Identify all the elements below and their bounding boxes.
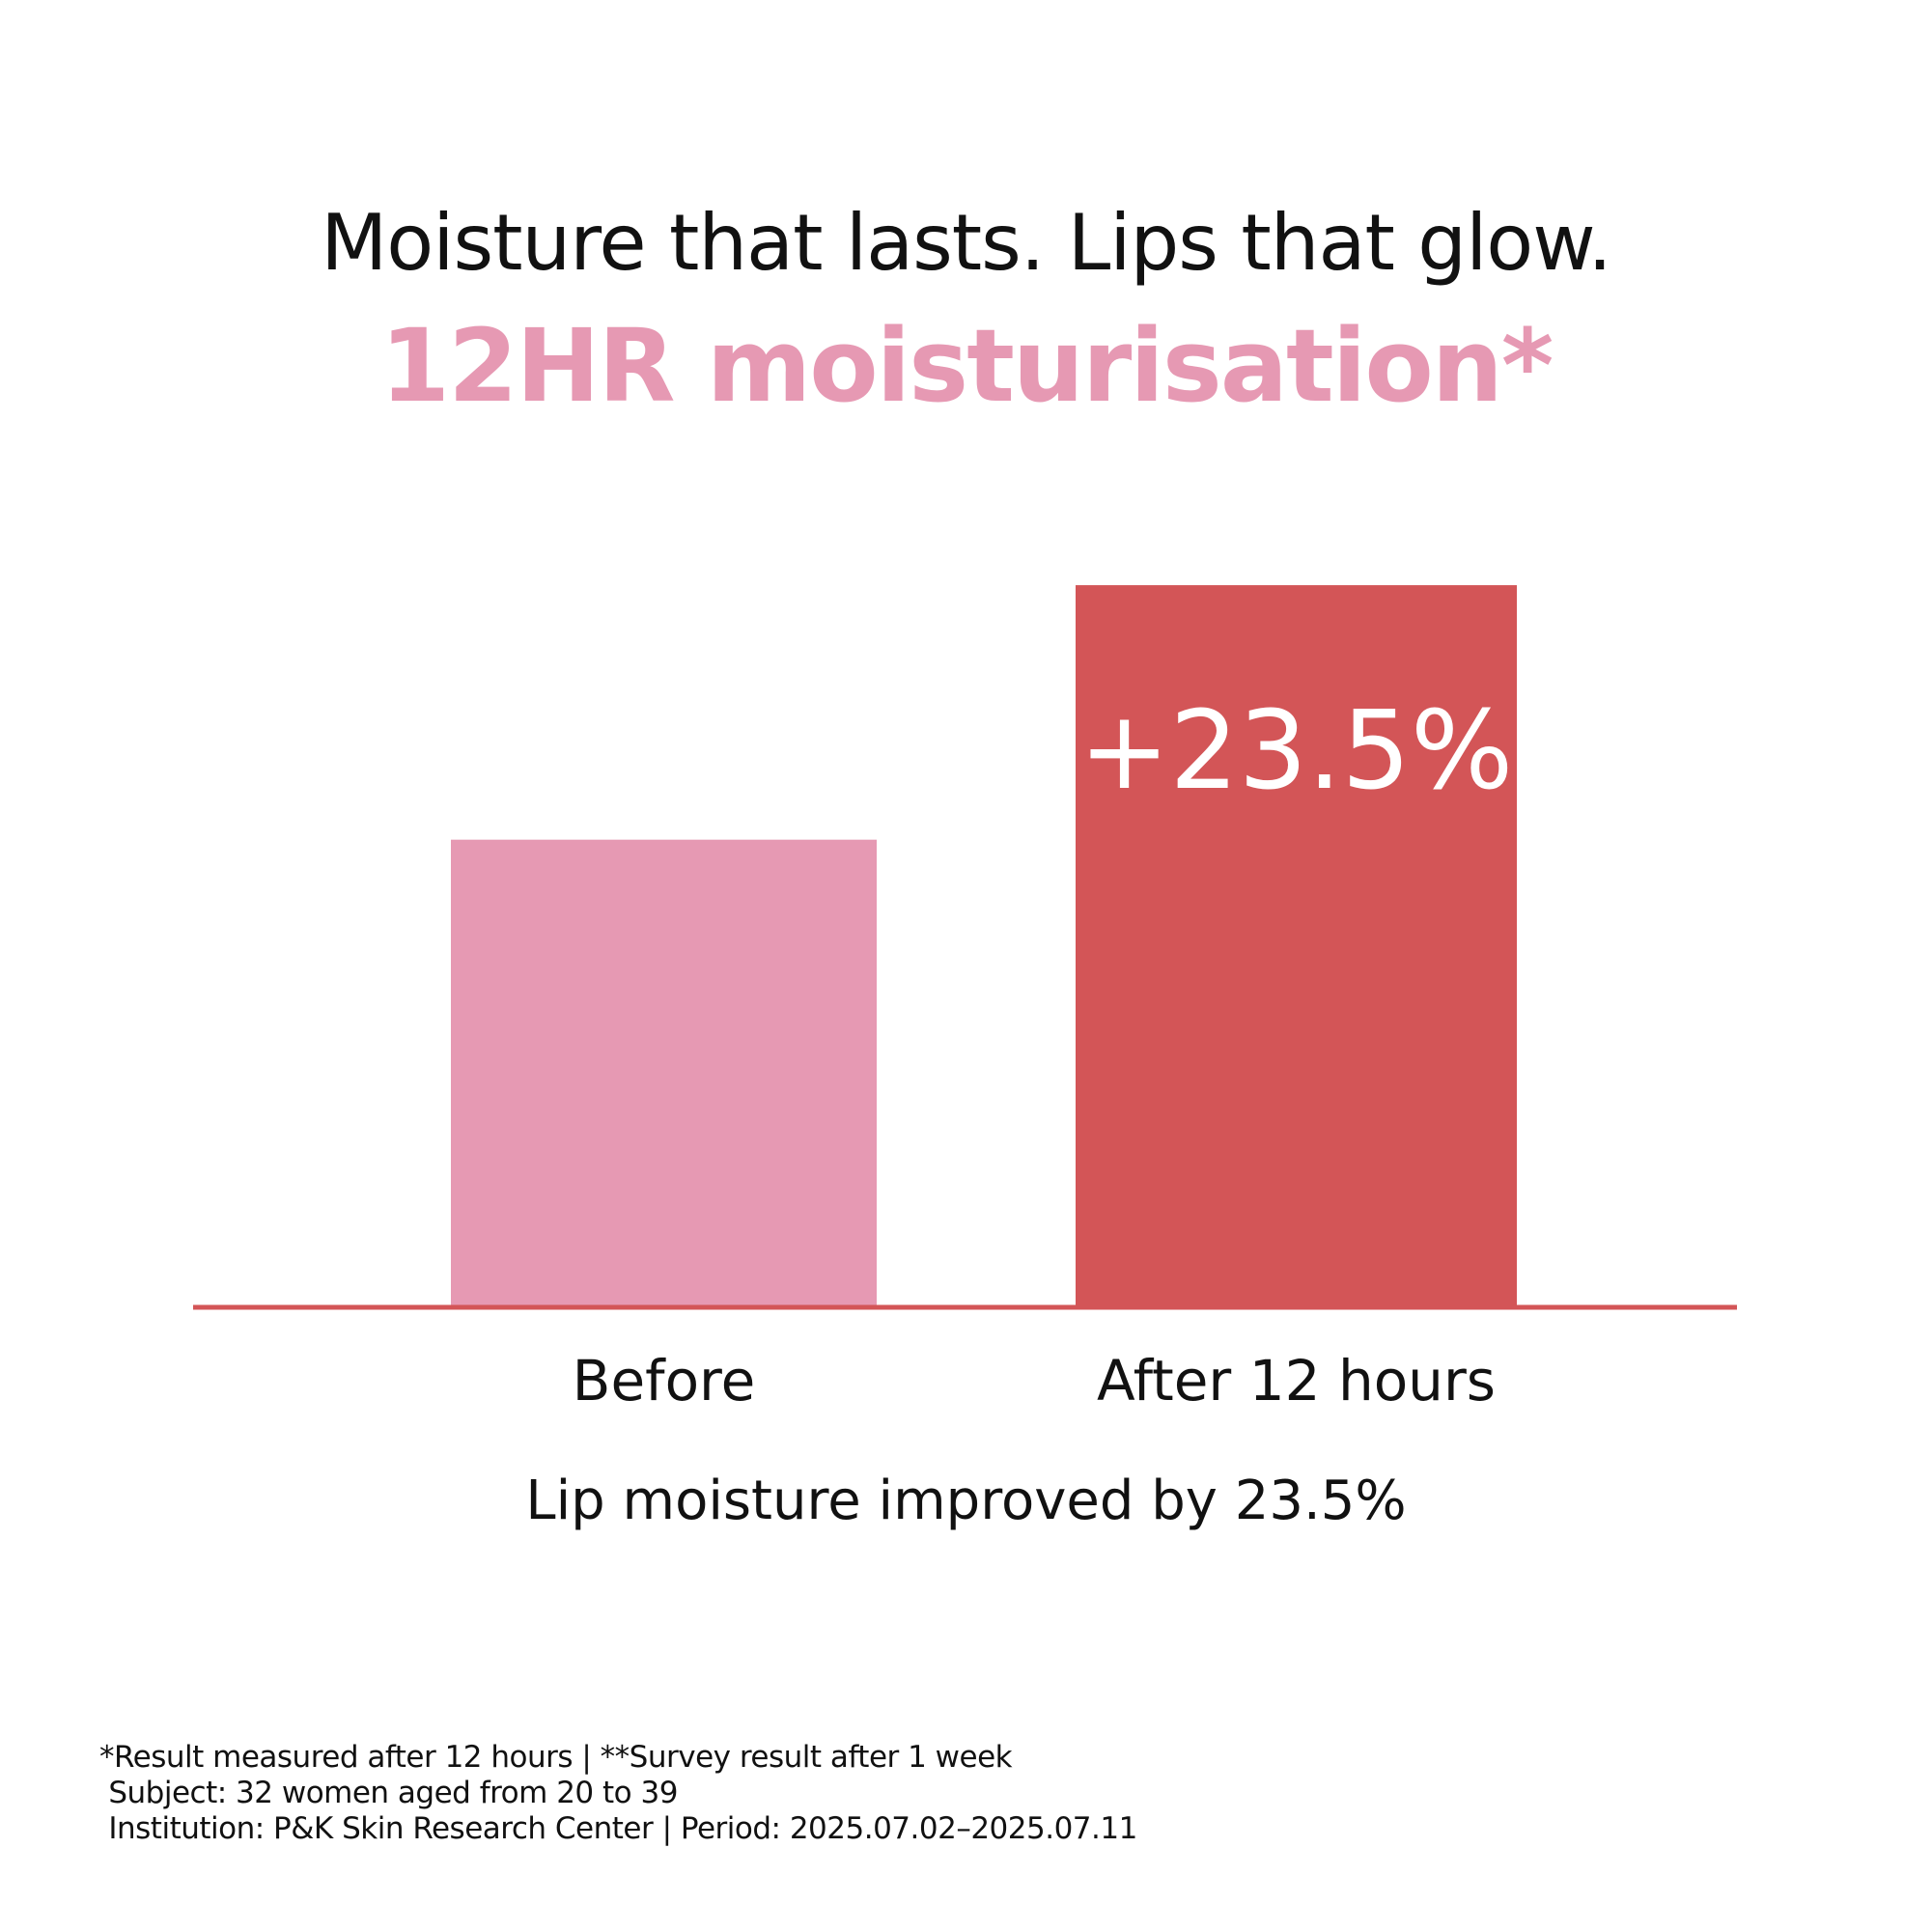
bar-1 [1076,585,1517,1305]
page-subtitle: 12HR moisturisation* [379,307,1554,425]
x-tick-label: Before [573,1348,756,1414]
footnote-line: *Result measured after 12 hours | **Surv… [99,1740,1013,1775]
data-label: +23.5% [1079,688,1514,814]
x-tick-label: After 12 hours [1097,1348,1496,1414]
bar-0 [451,839,877,1305]
footnotes: *Result measured after 12 hours | **Surv… [99,1740,1137,1847]
chart-summary: Lip moisture improved by 23.5% [525,1470,1407,1532]
page-title: Moisture that lasts. Lips that glow. [321,198,1612,288]
footnote-line: Subject: 32 women aged from 20 to 39 [99,1776,678,1810]
footnote-line: Institution: P&K Skin Research Center | … [99,1811,1137,1846]
